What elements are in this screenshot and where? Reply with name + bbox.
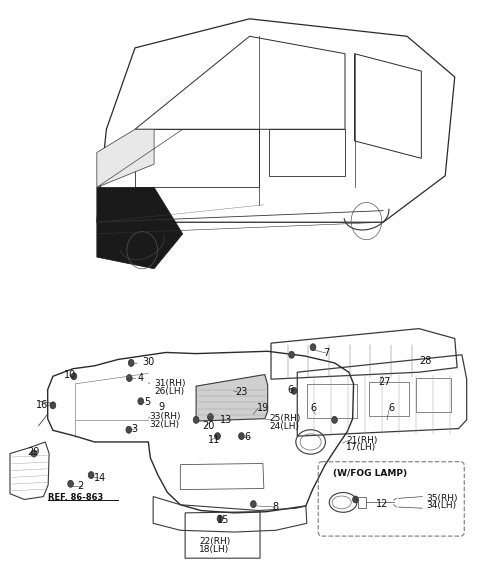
- Text: 4: 4: [137, 373, 144, 383]
- Text: 30: 30: [142, 357, 155, 367]
- Text: 23: 23: [235, 387, 248, 397]
- Bar: [307, 384, 357, 418]
- Text: 12: 12: [376, 499, 388, 509]
- Circle shape: [31, 450, 36, 457]
- Polygon shape: [97, 187, 183, 269]
- Circle shape: [207, 413, 213, 420]
- Circle shape: [138, 398, 144, 405]
- Text: (W/FOG LAMP): (W/FOG LAMP): [333, 470, 407, 478]
- Circle shape: [217, 515, 223, 522]
- Text: 2: 2: [78, 481, 84, 491]
- Text: 6: 6: [288, 385, 294, 395]
- Text: 22(RH): 22(RH): [199, 537, 231, 547]
- Polygon shape: [196, 374, 268, 421]
- Text: 8: 8: [273, 502, 278, 512]
- Circle shape: [251, 500, 256, 507]
- Polygon shape: [97, 129, 154, 187]
- Circle shape: [68, 480, 73, 487]
- Text: 35(RH): 35(RH): [426, 494, 457, 503]
- Text: 29: 29: [28, 447, 40, 457]
- Circle shape: [88, 472, 94, 478]
- Text: 27: 27: [378, 377, 391, 387]
- Text: 9: 9: [159, 402, 165, 412]
- Text: 21(RH): 21(RH): [346, 436, 377, 444]
- Text: 20: 20: [202, 420, 214, 430]
- Circle shape: [128, 359, 134, 366]
- Bar: [359, 496, 365, 508]
- Circle shape: [353, 496, 359, 503]
- Text: 33(RH): 33(RH): [149, 412, 181, 422]
- Text: 31(RH): 31(RH): [154, 380, 186, 388]
- Text: 14: 14: [95, 473, 107, 483]
- Text: 13: 13: [220, 415, 232, 425]
- Text: 32(LH): 32(LH): [149, 420, 180, 429]
- Text: 6: 6: [245, 432, 251, 442]
- Text: 25(RH): 25(RH): [270, 414, 301, 423]
- Circle shape: [288, 352, 294, 358]
- Bar: [416, 378, 451, 412]
- Circle shape: [239, 433, 244, 440]
- Text: 24(LH): 24(LH): [270, 422, 300, 431]
- Text: 28: 28: [419, 356, 432, 366]
- Text: 3: 3: [131, 423, 137, 433]
- Text: 5: 5: [144, 398, 151, 408]
- Circle shape: [193, 416, 199, 423]
- Text: 34(LH): 34(LH): [426, 502, 456, 510]
- Text: 10: 10: [64, 370, 77, 380]
- Circle shape: [291, 387, 297, 394]
- Circle shape: [126, 374, 132, 381]
- Text: 6: 6: [310, 403, 316, 413]
- Text: 6: 6: [388, 403, 394, 413]
- Circle shape: [332, 416, 337, 423]
- Text: 11: 11: [207, 435, 220, 445]
- Circle shape: [310, 344, 316, 351]
- Text: 15: 15: [217, 516, 229, 526]
- Circle shape: [126, 426, 132, 433]
- Circle shape: [50, 402, 56, 409]
- Circle shape: [215, 433, 220, 440]
- Circle shape: [71, 373, 77, 380]
- Bar: [369, 382, 409, 416]
- Text: 19: 19: [257, 403, 269, 413]
- Text: 7: 7: [324, 348, 330, 358]
- Text: 26(LH): 26(LH): [154, 387, 184, 397]
- Text: 17(LH): 17(LH): [346, 443, 376, 452]
- Text: 16: 16: [36, 401, 48, 411]
- Text: 18(LH): 18(LH): [199, 545, 230, 554]
- Text: REF. 86-863: REF. 86-863: [48, 493, 103, 502]
